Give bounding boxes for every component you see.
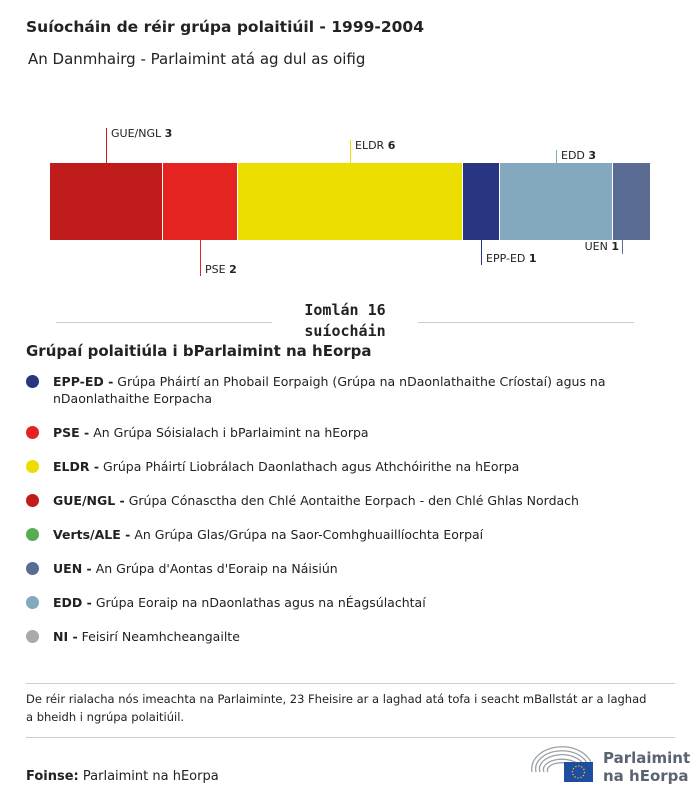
- total-label: Iomlán 16 suíocháin: [272, 300, 418, 342]
- divider: [418, 322, 634, 323]
- segment-name: GUE/NGL: [111, 127, 165, 140]
- label-leader-line: [481, 240, 482, 265]
- legend-desc: An Grúpa d'Aontas d'Eoraip na Náisiún: [95, 561, 338, 576]
- legend-abbr: UEN -: [53, 561, 92, 576]
- legend-item: ELDR - Grúpa Pháirtí Liobrálach Daonlath…: [53, 458, 653, 475]
- legend-item: NI - Feisirí Neamhcheangailte: [53, 628, 653, 645]
- bar-segment-eldr: [237, 163, 463, 240]
- chart-subtitle: An Danmhairg - Parlaimint atá ag dul as …: [28, 50, 366, 68]
- legend-desc: Grúpa Cónasctha den Chlé Aontaithe Eorpa…: [128, 493, 579, 508]
- logo-line2: na hEorpa: [603, 767, 689, 785]
- legend-swatch: [26, 562, 39, 575]
- parliament-logo-icon: [531, 746, 593, 782]
- legend-desc: Feisirí Neamhcheangailte: [81, 629, 240, 644]
- segment-label: EDD 3: [561, 149, 596, 162]
- source-label: Foinse:: [26, 769, 79, 784]
- segment-label: GUE/NGL 3: [111, 127, 172, 140]
- legend-desc: Grúpa Pháirtí Liobrálach Daonlathach agu…: [103, 459, 520, 474]
- segment-value: 1: [528, 252, 537, 265]
- bar-segment-gue-ngl: [50, 163, 163, 240]
- legend-abbr: Verts/ALE -: [53, 527, 131, 542]
- legend-abbr: PSE -: [53, 425, 90, 440]
- legend-swatch: [26, 528, 39, 541]
- legend-swatch: [26, 460, 39, 473]
- segment-label: ELDR 6: [355, 139, 395, 152]
- label-leader-line: [200, 240, 201, 276]
- legend-desc: An Grúpa Sóisialach i bParlaimint na hEo…: [93, 425, 369, 440]
- bar-segment-uen: [612, 163, 650, 240]
- legend-abbr: EDD -: [53, 595, 92, 610]
- chart-title: Suíocháin de réir grúpa polaitiúil - 199…: [26, 18, 424, 36]
- label-leader-line: [350, 140, 351, 163]
- segment-name: EPP-ED: [486, 252, 529, 265]
- legend-item: GUE/NGL - Grúpa Cónasctha den Chlé Aonta…: [53, 492, 653, 509]
- legend-item: EDD - Grúpa Eoraip na nDaonlathas agus n…: [53, 594, 653, 611]
- legend-desc: Grúpa Eoraip na nDaonlathas agus na nÉag…: [95, 595, 426, 610]
- segment-name: ELDR: [355, 139, 388, 152]
- segment-value: 3: [588, 149, 597, 162]
- logo-line1: Parlaimint: [603, 749, 691, 767]
- label-leader-line: [622, 240, 623, 254]
- total-unit: suíocháin: [304, 322, 386, 340]
- logo-text: Parlaimint na hEorpa: [603, 749, 690, 785]
- segment-label: UEN 1: [585, 240, 619, 253]
- legend-abbr: EPP-ED -: [53, 374, 114, 389]
- segment-label: EPP-ED 1: [486, 252, 537, 265]
- segment-name: EDD: [561, 149, 589, 162]
- legend-item: Verts/ALE - An Grúpa Glas/Grúpa na Saor-…: [53, 526, 653, 543]
- legend-swatch: [26, 630, 39, 643]
- legend-swatch: [26, 494, 39, 507]
- segment-label: PSE 2: [205, 263, 237, 276]
- legend-abbr: GUE/NGL -: [53, 493, 125, 508]
- legend-abbr: NI -: [53, 629, 78, 644]
- legend-desc: An Grúpa Glas/Grúpa na Saor-Comhghuaillí…: [134, 527, 484, 542]
- legend-swatch: [26, 426, 39, 439]
- bar-segment-edd: [500, 163, 613, 240]
- segment-value: 1: [611, 240, 619, 253]
- label-leader-line: [106, 128, 107, 163]
- legend-swatch: [26, 596, 39, 609]
- legend-desc: Grúpa Pháirtí an Phobail Eorpaigh (Grúpa…: [53, 374, 606, 406]
- legend-heading: Grúpaí polaitiúla i bParlaimint na hEorp…: [26, 342, 372, 360]
- legend-abbr: ELDR -: [53, 459, 100, 474]
- divider: [56, 322, 272, 323]
- divider: [26, 737, 675, 738]
- bar-segment-epp-ed: [462, 163, 500, 240]
- legend-item: EPP-ED - Grúpa Pháirtí an Phobail Eorpai…: [53, 373, 653, 407]
- bar-segment-pse: [162, 163, 238, 240]
- segment-name: PSE: [205, 263, 230, 276]
- source: Foinse: Parlaimint na hEorpa: [26, 769, 219, 784]
- segment-value: 2: [229, 263, 237, 276]
- segment-name: UEN: [584, 240, 612, 253]
- label-leader-line: [556, 150, 557, 163]
- legend-item: UEN - An Grúpa d'Aontas d'Eoraip na Náis…: [53, 560, 653, 577]
- segment-value: 3: [164, 127, 173, 140]
- total-seats: Iomlán 16: [304, 301, 386, 319]
- legend-item: PSE - An Grúpa Sóisialach i bParlaimint …: [53, 424, 653, 441]
- footnote: De réir rialacha nós imeachta na Parlaim…: [26, 692, 647, 724]
- legend-swatch: [26, 375, 39, 388]
- divider: [26, 683, 675, 684]
- source-value: Parlaimint na hEorpa: [82, 769, 219, 784]
- segment-value: 6: [387, 139, 396, 152]
